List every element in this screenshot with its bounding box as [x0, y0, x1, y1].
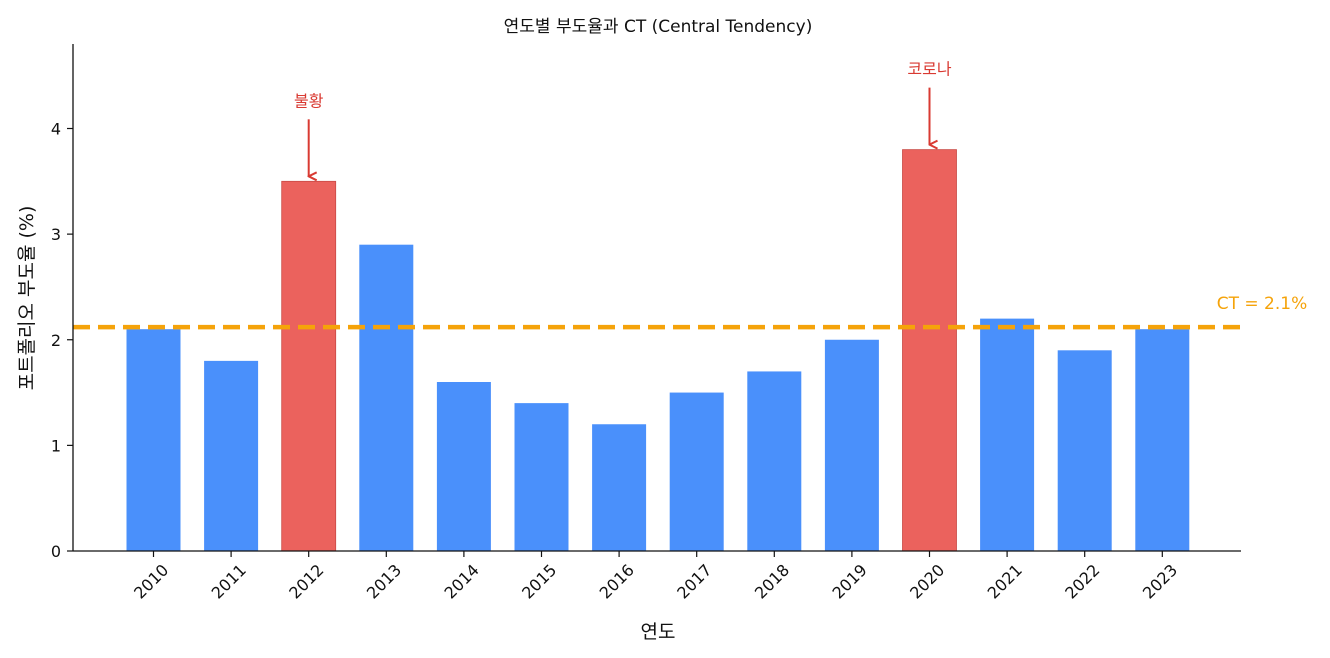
- x-tick-label: 2019: [829, 560, 871, 602]
- annotation-label: 코로나: [907, 60, 951, 79]
- bar-2020: [902, 149, 957, 552]
- bar-2023: [1135, 329, 1190, 551]
- y-tick-label: 0: [51, 542, 61, 561]
- x-tick-label: 2022: [1061, 560, 1103, 602]
- ct-label: CT = 2.1%: [1217, 294, 1308, 314]
- x-tick-label: 2018: [751, 560, 793, 602]
- bar-2022: [1057, 350, 1112, 551]
- bar-2013: [359, 244, 414, 551]
- y-tick-label: 2: [51, 331, 61, 350]
- x-ticks-group: 2010 2011 2012 2013 2014 2015 2016 2017 2018 2019…: [130, 551, 1181, 603]
- bar-2011: [204, 360, 259, 551]
- x-tick-label: 2015: [518, 560, 560, 602]
- x-tick-label: 2012: [285, 560, 327, 602]
- bar-2019: [824, 339, 879, 551]
- bar-2015: [514, 403, 569, 551]
- bar-2021: [980, 318, 1035, 551]
- x-tick-label: 2010: [130, 560, 172, 602]
- bar-2017: [669, 392, 724, 551]
- x-tick-label: 2016: [596, 560, 638, 602]
- x-tick-label: 2023: [1139, 560, 1181, 602]
- x-tick-label: 2014: [441, 560, 483, 602]
- chart-title: 연도별 부도율과 CT (Central Tendency): [504, 17, 813, 37]
- x-tick-label: 2017: [673, 560, 715, 602]
- bars-group: [126, 149, 1190, 552]
- annotation-label: 불황: [294, 91, 324, 110]
- x-tick-label: 2021: [984, 560, 1026, 602]
- y-tick-label: 4: [51, 120, 61, 139]
- ct-group: CT = 2.1%: [73, 294, 1308, 330]
- bar-2010: [126, 329, 181, 551]
- bar-2016: [592, 424, 647, 551]
- x-tick-label: 2011: [208, 560, 250, 602]
- annotations-group: 불황 코로나: [294, 60, 952, 177]
- x-tick-label: 2020: [906, 560, 948, 602]
- x-tick-label: 2013: [363, 560, 405, 602]
- y-ticks-group: 0 1 2 3 4: [51, 120, 73, 561]
- bar-2014: [436, 382, 491, 551]
- y-tick-label: 3: [51, 225, 61, 244]
- y-tick-label: 1: [51, 436, 61, 455]
- y-axis-label: 포트폴리오 부도율 (%): [16, 206, 38, 391]
- bar-2012: [281, 180, 337, 552]
- x-axis-label: 연도: [641, 621, 676, 643]
- bar-2018: [747, 371, 802, 551]
